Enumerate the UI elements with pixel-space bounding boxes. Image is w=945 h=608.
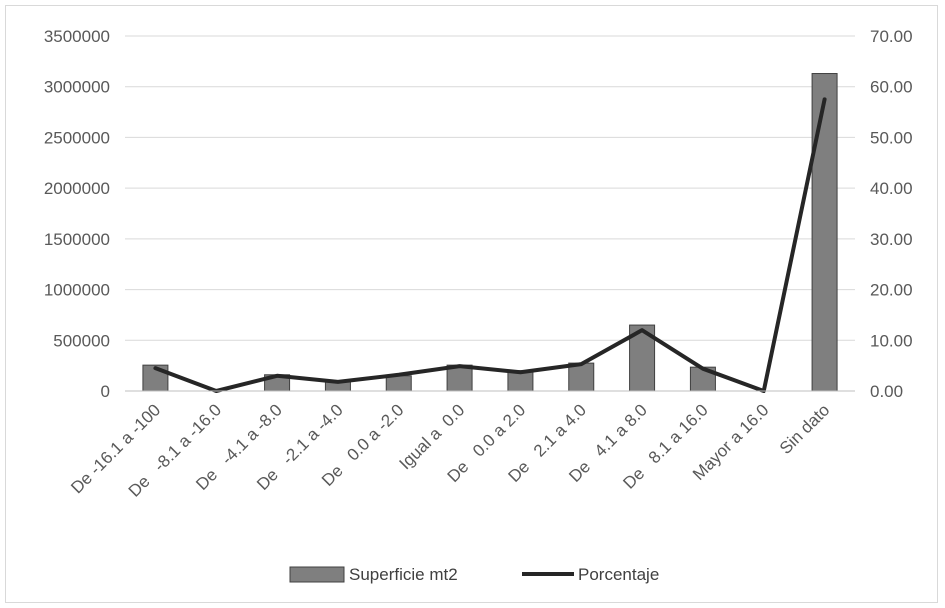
left-axis-tick-label: 1000000 [44, 281, 110, 300]
right-axis-tick-label: 70.00 [870, 27, 913, 46]
bar [568, 362, 595, 392]
left-axis-tick-label: 3500000 [44, 27, 110, 46]
right-axis-tick-label: 50.00 [870, 128, 913, 147]
right-axis-tick-label: 0.00 [870, 382, 903, 401]
left-axis-tick-label: 3000000 [44, 78, 110, 97]
right-axis: 0.00 10.00 20.00 30.00 40.00 50.00 60.00 70.00 [870, 27, 913, 401]
left-axis-tick-label: 0 [101, 382, 110, 401]
right-axis-tick-label: 20.00 [870, 281, 913, 300]
bar-series [142, 73, 838, 392]
category-label: Sin dato [776, 400, 834, 458]
gridlines [125, 35, 855, 341]
left-axis-tick-label: 500000 [53, 331, 110, 350]
legend-swatch-superficie [289, 566, 345, 583]
left-axis-tick-label: 2000000 [44, 179, 110, 198]
left-axis: 0 500000 1000000 1500000 2000000 2500000 30000… [44, 27, 110, 401]
right-axis-tick-label: 60.00 [870, 78, 913, 97]
legend-label-superficie: Superficie mt2 [349, 565, 458, 584]
right-axis-tick-label: 10.00 [870, 331, 913, 350]
bar [811, 73, 838, 392]
legend-label-porcentaje: Porcentaje [578, 565, 659, 584]
bar [385, 375, 412, 392]
right-axis-tick-label: 30.00 [870, 230, 913, 249]
left-axis-tick-label: 2500000 [44, 128, 110, 147]
right-axis-tick-label: 40.00 [870, 179, 913, 198]
legend: Superficie mt2 Porcentaje [289, 565, 659, 584]
porcentaje-line [153, 97, 827, 393]
left-axis-tick-label: 1500000 [44, 230, 110, 249]
line-series [153, 97, 827, 393]
